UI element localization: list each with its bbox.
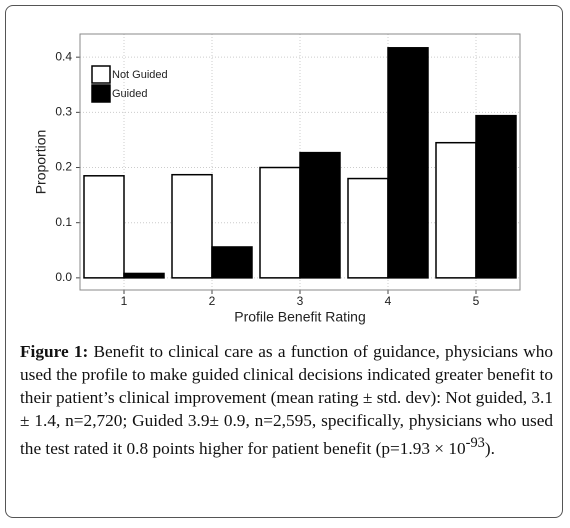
x-axis-label: Profile Benefit Rating bbox=[234, 309, 366, 325]
y-tick-label: 0.1 bbox=[55, 215, 72, 229]
figure-frame bbox=[5, 5, 563, 518]
y-axis-label: Proportion bbox=[33, 130, 49, 195]
bar bbox=[387, 47, 429, 279]
caption-label: Figure 1: bbox=[20, 342, 89, 361]
x-tick-label: 2 bbox=[209, 294, 216, 308]
y-tick-label: 0.4 bbox=[55, 49, 72, 63]
bar bbox=[299, 151, 341, 279]
legend-label: Guided bbox=[112, 88, 147, 100]
caption-end: ). bbox=[484, 438, 495, 458]
x-tick-label: 3 bbox=[297, 294, 304, 308]
x-tick-label: 1 bbox=[121, 294, 128, 308]
legend-swatch bbox=[91, 84, 111, 103]
bar bbox=[259, 166, 301, 279]
y-tick-label: 0.0 bbox=[55, 270, 72, 284]
bar bbox=[475, 114, 517, 279]
caption-superscript: -93 bbox=[465, 435, 485, 451]
bar bbox=[171, 173, 213, 279]
chart: Proportion Profile Benefit Rating 0.0 0.1… bbox=[33, 33, 521, 325]
bar bbox=[347, 177, 389, 279]
bar bbox=[123, 272, 165, 279]
legend-swatch bbox=[91, 65, 111, 84]
y-tick-label: 0.2 bbox=[55, 160, 72, 174]
caption: Figure 1: Benefit to clinical care as a … bbox=[20, 340, 553, 460]
y-tick-label: 0.3 bbox=[55, 105, 72, 119]
caption-text: Benefit to clinical care as a function o… bbox=[20, 342, 553, 458]
x-tick-label: 5 bbox=[473, 294, 480, 308]
legend-label: Not Guided bbox=[112, 69, 168, 81]
plot-border bbox=[79, 33, 521, 291]
bar bbox=[211, 246, 253, 279]
bar bbox=[83, 175, 125, 279]
x-tick-label: 4 bbox=[385, 294, 392, 308]
bar bbox=[435, 141, 477, 279]
